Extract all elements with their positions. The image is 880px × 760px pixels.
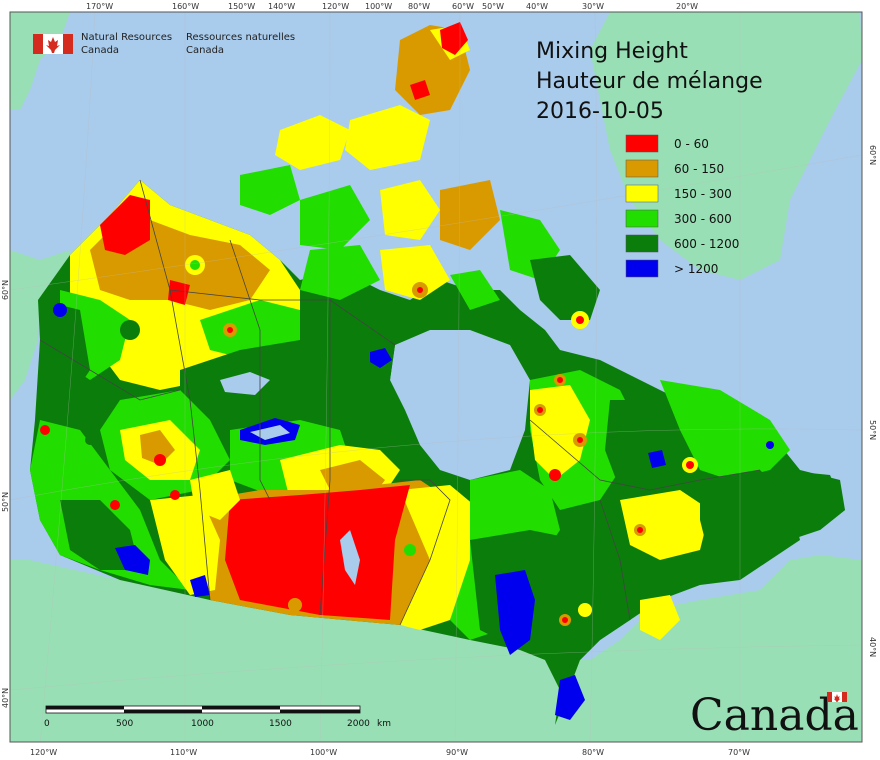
legend-swatch (625, 184, 659, 203)
bottom-graticule-labels: 120°W 110°W 100°W 90°W 80°W 70°W (30, 748, 750, 757)
grat-top-2: 150°W (228, 2, 255, 11)
grat-bottom-5: 70°W (728, 748, 750, 757)
scale-bar: 0 500 1000 1500 2000 km (44, 705, 391, 729)
title-block: Mixing Height Hauteur de mélange 2016-10… (536, 39, 763, 124)
hudson-bay (390, 330, 530, 480)
left-graticule-labels: 60°N 50°N 40°N (1, 280, 10, 708)
grat-top-7: 60°W (452, 2, 474, 11)
right-graticule-labels: 60°N 50°N 40°N (868, 145, 877, 657)
legend-label: 600 - 1200 (674, 237, 739, 251)
grat-top-5: 100°W (365, 2, 392, 11)
legend-item: 0 - 60 (625, 134, 709, 153)
scale-tick-4: 2000 (347, 719, 370, 729)
legend-label: > 1200 (674, 262, 718, 276)
nrcan-signature: Natural Resources Canada Ressources natu… (33, 32, 295, 56)
legend-swatch (625, 159, 659, 178)
grat-top-11: 20°W (676, 2, 698, 11)
grat-bottom-2: 100°W (310, 748, 337, 757)
legend-item: 300 - 600 (625, 209, 732, 228)
legend-item: 600 - 1200 (625, 234, 739, 253)
usa-landmass (10, 555, 862, 742)
grat-top-6: 80°W (408, 2, 430, 11)
org-en-line1: Natural Resources (81, 32, 172, 43)
legend-swatch (625, 134, 659, 153)
wordmark-flag-icon (827, 692, 847, 702)
grat-top-0: 170°W (86, 2, 113, 11)
legend: 0 - 60 60 - 150 150 - 300 300 - 600 600 - 12… (625, 134, 739, 278)
title-line1: Mixing Height (536, 39, 688, 64)
grat-right-2: 40°N (868, 637, 877, 657)
grat-bottom-1: 110°W (170, 748, 197, 757)
title-line2: Hauteur de mélange (536, 69, 763, 94)
scale-tick-3: 1500 (269, 719, 292, 729)
grat-left-1: 50°N (1, 492, 10, 512)
grat-right-0: 60°N (868, 145, 877, 165)
grat-bottom-4: 80°W (582, 748, 604, 757)
scale-tick-1: 500 (116, 719, 133, 729)
grat-top-1: 160°W (172, 2, 199, 11)
org-fr-line2: Canada (186, 45, 224, 56)
map-border (9, 11, 863, 743)
grat-bottom-0: 120°W (30, 748, 57, 757)
grat-left-0: 60°N (1, 280, 10, 300)
scale-tick-2: 1000 (191, 719, 214, 729)
legend-label: 300 - 600 (674, 212, 732, 226)
grat-top-8: 50°W (482, 2, 504, 11)
grat-top-3: 140°W (268, 2, 295, 11)
grat-bottom-3: 90°W (446, 748, 468, 757)
canada-wordmark: Canada (690, 690, 859, 741)
scale-tick-0: 0 (44, 719, 50, 729)
scale-unit: km (377, 719, 391, 729)
org-en-line2: Canada (81, 45, 119, 56)
top-graticule-labels: 170°W 160°W 150°W 140°W 120°W 100°W 80°W… (86, 2, 698, 11)
legend-item: > 1200 (625, 259, 718, 278)
graticule (10, 12, 862, 742)
canada-flag-icon (33, 34, 73, 54)
org-fr-line1: Ressources naturelles (186, 32, 295, 43)
grat-top-4: 120°W (322, 2, 349, 11)
grat-right-1: 50°N (868, 420, 877, 440)
grat-left-2: 40°N (1, 688, 10, 708)
large-lakes (220, 348, 392, 585)
legend-swatch (625, 259, 659, 278)
title-date: 2016-10-05 (536, 99, 664, 124)
province-boundaries (39, 179, 761, 626)
legend-label: 60 - 150 (674, 162, 724, 176)
legend-item: 150 - 300 (625, 184, 732, 203)
legend-swatch (625, 234, 659, 253)
grat-top-9: 40°W (526, 2, 548, 11)
hotspots (40, 255, 774, 626)
arctic-archipelago (240, 22, 600, 320)
legend-item: 60 - 150 (625, 159, 724, 178)
legend-label: 0 - 60 (674, 137, 709, 151)
legend-swatch (625, 209, 659, 228)
legend-label: 150 - 300 (674, 187, 732, 201)
grat-top-10: 30°W (582, 2, 604, 11)
